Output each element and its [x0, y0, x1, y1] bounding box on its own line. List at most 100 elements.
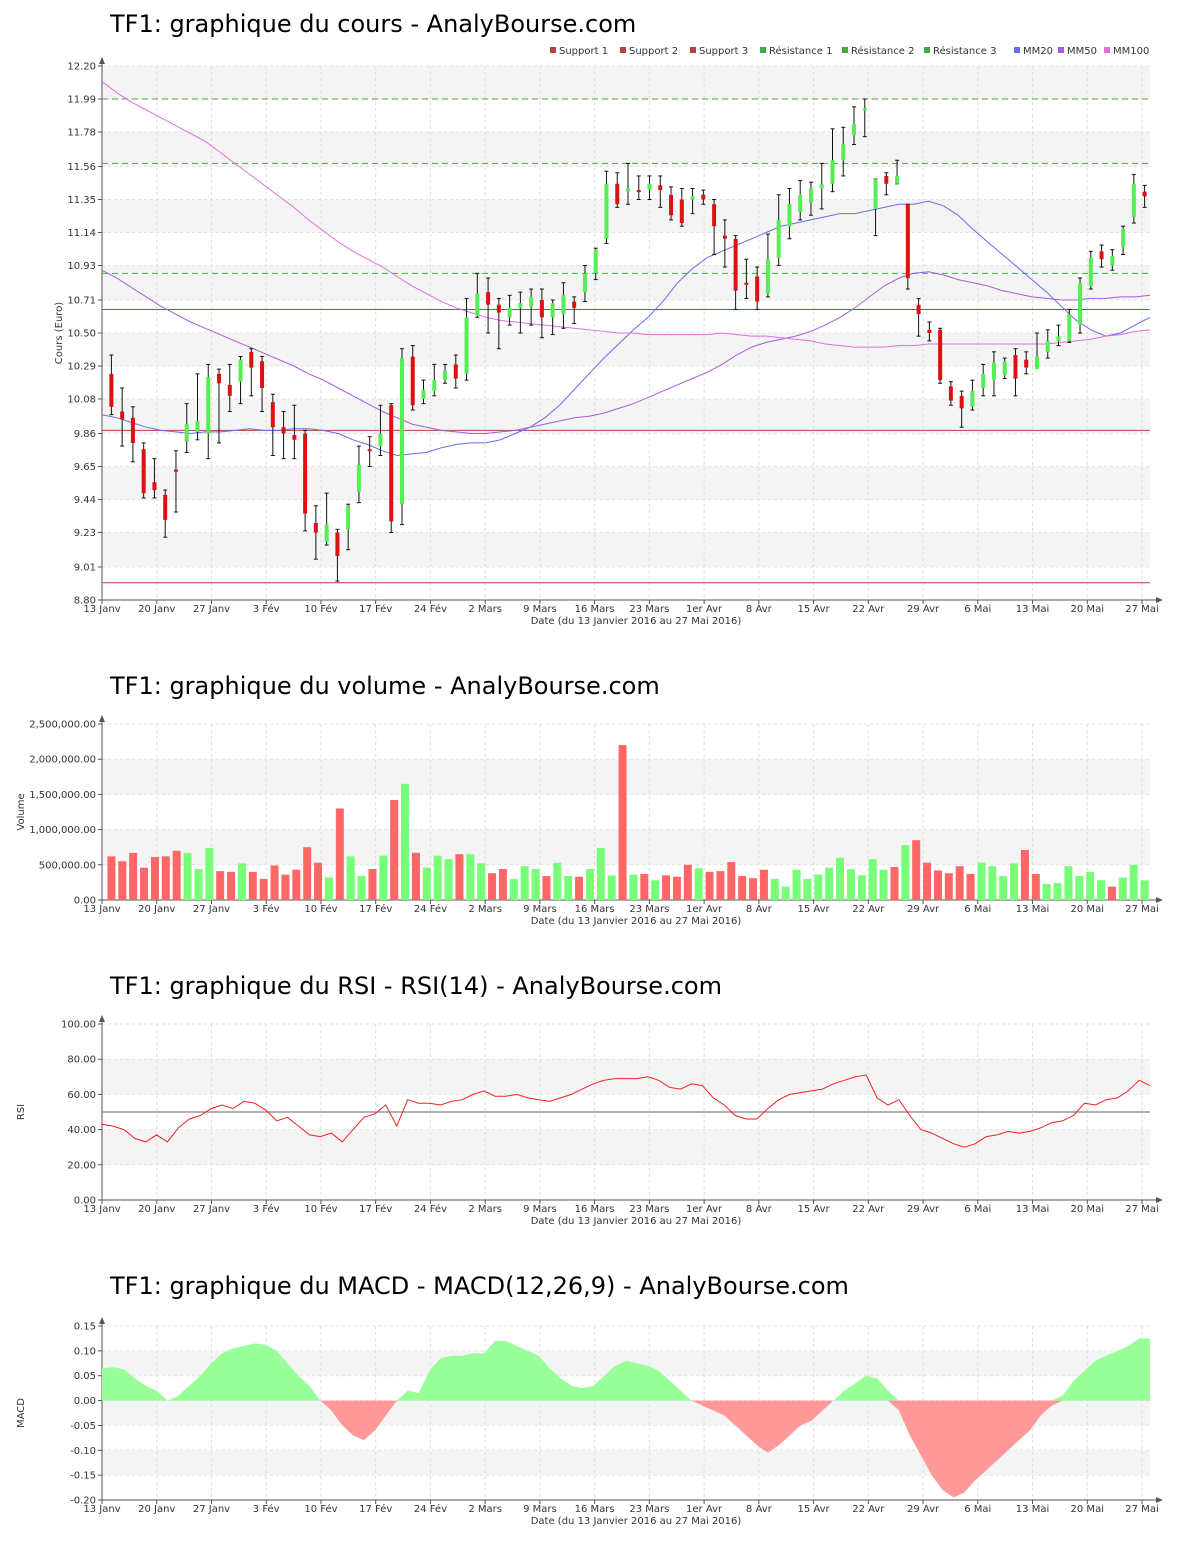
candle-body [1002, 361, 1007, 376]
candle [529, 288, 534, 326]
candle [120, 387, 125, 447]
candle [335, 528, 340, 582]
candle-body [443, 370, 448, 381]
x-tick-label: 24 Fév [414, 1503, 447, 1515]
volume-bar [977, 862, 986, 900]
candle-body [399, 358, 404, 505]
x-tick-label: 2 Mars [468, 1504, 502, 1515]
x-tick-label: 29 Avr [907, 1204, 940, 1215]
candle [281, 411, 286, 460]
background-band [102, 1059, 1150, 1095]
volume-bar [868, 859, 877, 900]
candle [195, 373, 200, 441]
candle [970, 379, 975, 411]
candle-body [905, 204, 910, 279]
x-tick-label: 23 Mars [629, 604, 669, 615]
volume-chart: 0.00 500,000.00 1,000,000.00 1,500,000.00 2,… [16, 715, 1163, 927]
x-tick-label: 17 Fév [359, 903, 392, 915]
x-tick-label: 8 Avr [746, 904, 773, 915]
x-tick-label: 16 Mars [575, 604, 615, 615]
candle [808, 181, 813, 216]
volume-bar [1140, 880, 1149, 900]
volume-bar [966, 873, 975, 900]
candle [389, 403, 394, 533]
x-tick-label: 2 Mars [468, 604, 502, 615]
candle-body [798, 194, 803, 213]
candle [238, 356, 243, 405]
volume-bar [1020, 850, 1029, 900]
volume-bar [335, 808, 344, 900]
x-tick-label: 27 Mai [1125, 1504, 1158, 1515]
y-tick-label: 10.71 [67, 296, 96, 307]
x-axis-arrow [1156, 897, 1163, 903]
volume-bar [466, 854, 475, 900]
y-tick-label: 0.15 [74, 1322, 96, 1333]
y-tick-label: 9.01 [74, 563, 96, 574]
volume-bar [705, 871, 714, 900]
x-tick-label: 22 Avr [852, 604, 885, 615]
x-tick-label: 10 Fév [304, 1203, 337, 1215]
candle-body [356, 464, 361, 492]
price-chart-title: TF1: graphique du cours - AnalyBourse.co… [110, 10, 637, 38]
volume-bar [836, 857, 845, 900]
candle-body [421, 389, 426, 399]
y-axis-arrow [99, 57, 105, 64]
x-tick-label: 8 Avr [746, 1204, 773, 1215]
x-tick-label: 27 Mai [1125, 604, 1158, 615]
candle [324, 492, 329, 546]
legend-swatch [550, 47, 556, 53]
x-tick-label: 6 Mai [964, 604, 991, 615]
candle-body [981, 373, 986, 388]
candle [141, 442, 146, 499]
candle-body [1067, 314, 1072, 341]
volume-bar [1129, 864, 1138, 900]
background-band [102, 398, 1150, 434]
volume-bar [803, 878, 812, 900]
candle-body [862, 108, 867, 111]
candle-body [335, 532, 340, 557]
legend-swatch [842, 47, 848, 53]
legend-swatch [1058, 47, 1064, 53]
candle-body [303, 433, 308, 514]
candle [852, 106, 857, 146]
candle [378, 404, 383, 457]
x-tick-label: 2 Mars [468, 1204, 502, 1215]
legend-label: MM20 [1023, 46, 1053, 57]
candle-body [991, 362, 996, 381]
macd-negative-area [102, 1400, 1150, 1498]
x-tick-label: 23 Mars [629, 1204, 669, 1215]
candle-body [636, 190, 641, 193]
candle-body [141, 449, 146, 494]
y-tick-label: 11.78 [67, 127, 96, 138]
candle-body [701, 194, 706, 200]
candle-body [539, 300, 544, 318]
candle [550, 299, 555, 336]
y-tick-label: 8.80 [74, 596, 96, 607]
candle-body [1034, 356, 1039, 370]
volume-bar [401, 783, 410, 900]
candle-body [927, 329, 932, 333]
volume-bar [314, 862, 323, 900]
candle-body [895, 175, 900, 184]
volume-bar [248, 871, 257, 900]
candle-body [346, 505, 351, 530]
volume-bar [194, 869, 203, 900]
volume-bar [814, 874, 823, 900]
candle [163, 489, 168, 538]
volume-bar [640, 873, 649, 900]
y-axis-arrow [99, 1317, 105, 1324]
legend-label: Résistance 1 [769, 45, 832, 57]
volume-bar [955, 866, 964, 900]
y-tick-label: 9.86 [74, 429, 96, 440]
candle-body [647, 183, 652, 191]
volume-bar [1064, 866, 1073, 900]
candle-body [690, 196, 695, 200]
candle [303, 429, 308, 532]
volume-bar [662, 875, 671, 900]
candle [948, 381, 953, 406]
candle-body [120, 411, 125, 420]
x-tick-label: 24 Fév [414, 603, 447, 615]
candle [486, 277, 491, 334]
candle-body [1013, 354, 1018, 379]
volume-bar [988, 866, 997, 900]
